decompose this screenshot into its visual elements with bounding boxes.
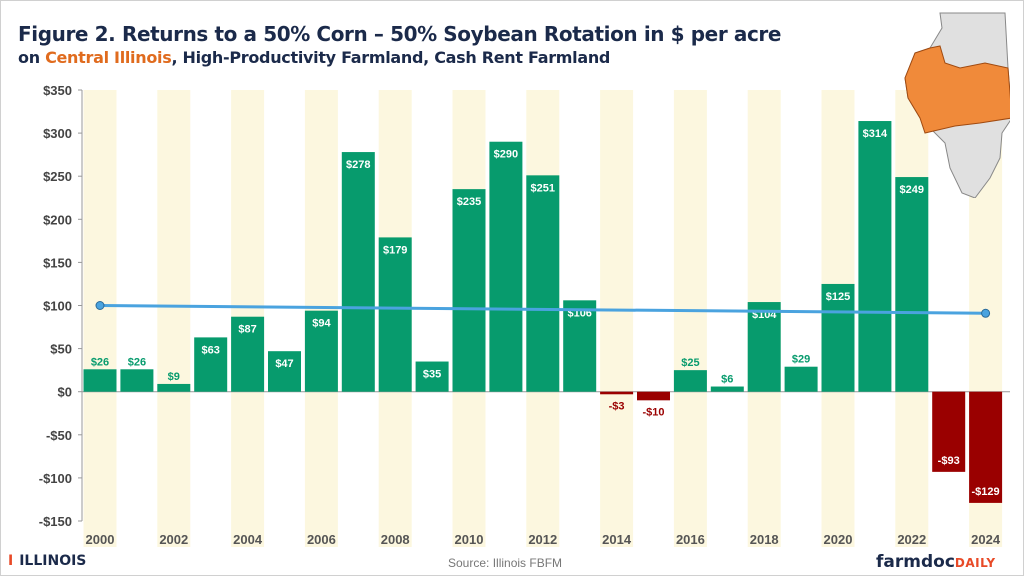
data-label: $6 (721, 374, 733, 386)
x-tick-label: 2008 (381, 532, 410, 547)
bar-2006 (304, 310, 338, 392)
y-tick-label: -$150 (39, 514, 72, 529)
y-tick-label: $150 (43, 255, 72, 270)
year-band (83, 90, 117, 547)
subtitle-rest: , High-Productivity Farmland, Cash Rent … (171, 48, 611, 67)
year-band (673, 90, 707, 547)
year-band (157, 90, 191, 547)
x-tick-label: 2018 (750, 532, 779, 547)
bar-2018 (747, 302, 781, 392)
x-tick-label: 2002 (159, 532, 188, 547)
y-tick-label: $350 (43, 83, 72, 98)
illinois-map-icon (904, 12, 1010, 198)
bar-2007 (341, 152, 375, 392)
bar-2008 (378, 237, 412, 392)
data-label: $125 (826, 291, 850, 303)
x-tick-label: 2014 (602, 532, 632, 547)
x-tick-label: 2024 (971, 532, 1001, 547)
x-tick-label: 2004 (233, 532, 263, 547)
data-label: -$93 (938, 455, 960, 467)
y-tick-label: $100 (43, 299, 72, 314)
chart-title: Figure 2. Returns to a 50% Corn – 50% So… (18, 22, 782, 46)
bar-2001 (120, 369, 154, 392)
subtitle-prefix: on (18, 48, 46, 67)
y-tick-label: $300 (43, 126, 72, 141)
bar-2003 (194, 337, 228, 392)
bar-2017 (710, 386, 744, 392)
x-tick-label: 2010 (455, 532, 484, 547)
bar-2019 (784, 366, 818, 392)
x-tick-label: 2020 (824, 532, 853, 547)
y-tick-label: $200 (43, 212, 72, 227)
data-label: -$10 (642, 406, 664, 418)
data-label: $87 (238, 324, 256, 336)
data-label: $290 (494, 149, 518, 161)
bar-2011 (489, 141, 523, 392)
subtitle-highlight: Central Illinois (45, 48, 172, 67)
bar-2022 (895, 177, 929, 392)
data-label: $35 (423, 369, 441, 381)
bar-2023 (932, 391, 966, 472)
bar-2005 (268, 351, 301, 392)
year-band (600, 90, 634, 547)
farmdoc-daily-logo: farmdocDAILY (876, 552, 996, 572)
logo-farmdoc: farmdoc (876, 552, 955, 572)
trend-marker (95, 301, 105, 310)
bar-2024 (969, 391, 1003, 503)
data-label: -$129 (972, 486, 1000, 498)
logo-daily: DAILY (954, 556, 996, 570)
x-tick-label: 2000 (86, 532, 115, 547)
data-label: $63 (202, 344, 220, 356)
data-label: $278 (346, 159, 370, 171)
bar-2021 (858, 121, 892, 392)
data-label: $179 (383, 244, 407, 256)
x-tick-label: 2022 (897, 532, 926, 547)
data-label: $9 (168, 371, 180, 383)
bar-2016 (673, 370, 707, 392)
x-tick-label: 2006 (307, 532, 336, 547)
chart-subtitle: on Central Illinois, High-Productivity F… (18, 48, 610, 67)
data-label: $29 (792, 354, 810, 366)
illinois-logo-text: ILLINOIS (19, 553, 87, 569)
x-tick-label: 2016 (676, 532, 705, 547)
illinois-logo: I ILLINOIS (8, 553, 87, 569)
bar-2004 (231, 316, 265, 392)
x-tick-label: 2012 (528, 532, 557, 547)
data-label: $26 (91, 356, 109, 368)
bar-2020 (821, 283, 855, 392)
y-tick-label: $250 (43, 169, 72, 184)
bar-2009 (415, 361, 449, 392)
trend-line (99, 304, 986, 315)
data-label: $249 (900, 184, 924, 196)
data-label: $314 (863, 128, 888, 140)
bar-2010 (452, 189, 486, 392)
data-label: $94 (312, 318, 331, 330)
data-label: $25 (681, 357, 699, 369)
data-label: $251 (531, 182, 555, 194)
y-tick-label: $50 (50, 342, 72, 357)
y-tick-label: $0 (58, 385, 72, 400)
data-label: $235 (457, 196, 481, 208)
source-note: Source: Illinois FBFM (448, 556, 563, 570)
bar-2014 (600, 391, 634, 395)
bar-2012 (526, 175, 560, 392)
bar-2002 (157, 383, 191, 392)
data-label: -$3 (609, 400, 625, 412)
y-tick-label: -$100 (39, 471, 72, 486)
data-label: $47 (275, 358, 293, 370)
trend-marker (981, 308, 991, 318)
y-tick-label: -$50 (46, 428, 72, 443)
bar-2000 (83, 369, 117, 392)
bar-2013 (563, 300, 597, 392)
data-label: $26 (128, 356, 146, 368)
bar-2015 (637, 391, 670, 401)
